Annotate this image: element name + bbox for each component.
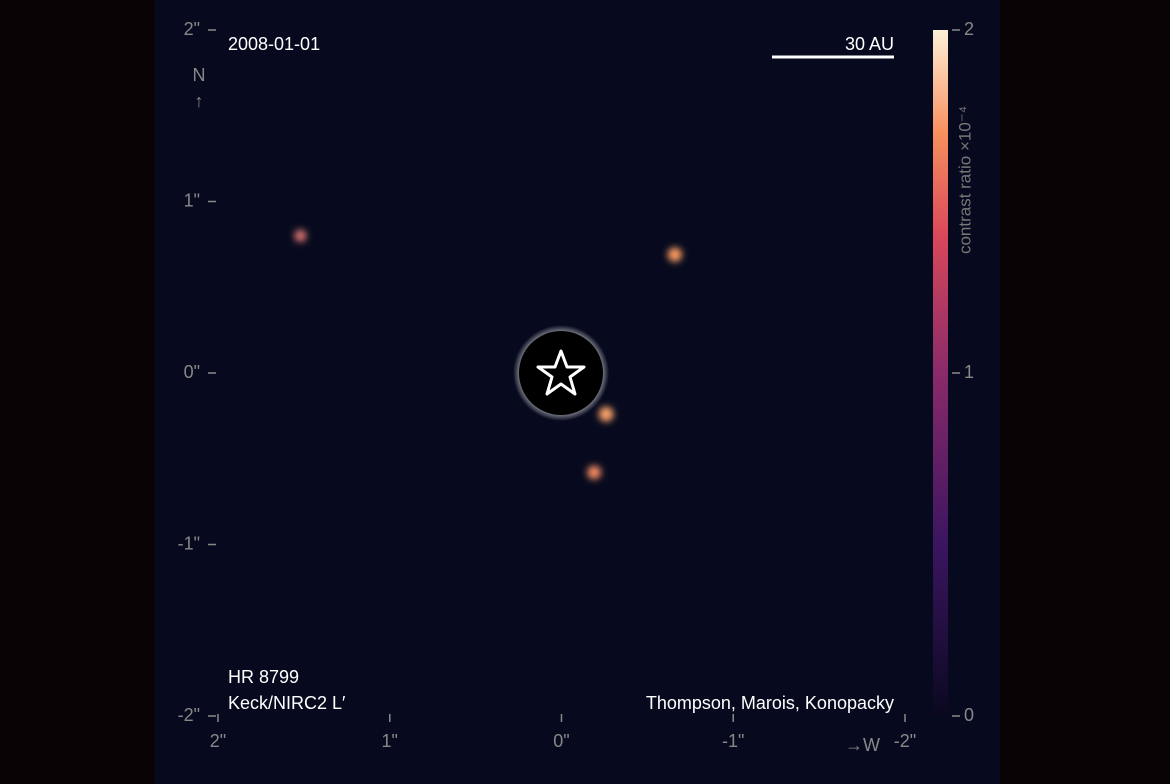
scale-bar-label: 30 AU (845, 34, 894, 54)
credit: Thompson, Marois, Konopacky (646, 693, 894, 713)
north-label: N (193, 65, 206, 85)
instrument: Keck/NIRC2 L′ (228, 693, 346, 713)
west-label: →W (845, 735, 880, 755)
x-tick-label: 2" (210, 731, 226, 751)
x-tick-label: 0" (553, 731, 569, 751)
y-tick-label: -1" (178, 533, 200, 553)
date: 2008-01-01 (228, 34, 320, 54)
planet (667, 247, 683, 262)
y-tick-label: 2" (184, 19, 200, 39)
colorbar-tick-label: 2 (964, 19, 974, 39)
y-tick-label: 0" (184, 362, 200, 382)
planet (294, 229, 307, 243)
north-arrow: ↑ (195, 91, 204, 111)
x-tick-label: -1" (722, 731, 744, 751)
colorbar-label: contrast ratio ×10⁻⁴ (955, 106, 974, 254)
planet (598, 406, 614, 422)
colorbar (933, 30, 948, 716)
colorbar-tick-label: 1 (964, 362, 974, 382)
x-tick-label: 1" (382, 731, 398, 751)
x-tick-label: -2" (894, 731, 916, 751)
colorbar-tick-label: 0 (964, 705, 974, 725)
y-tick-label: -2" (178, 705, 200, 725)
planet (587, 465, 602, 480)
star-marker (513, 325, 609, 421)
target: HR 8799 (228, 667, 299, 687)
y-tick-label: 1" (184, 190, 200, 210)
